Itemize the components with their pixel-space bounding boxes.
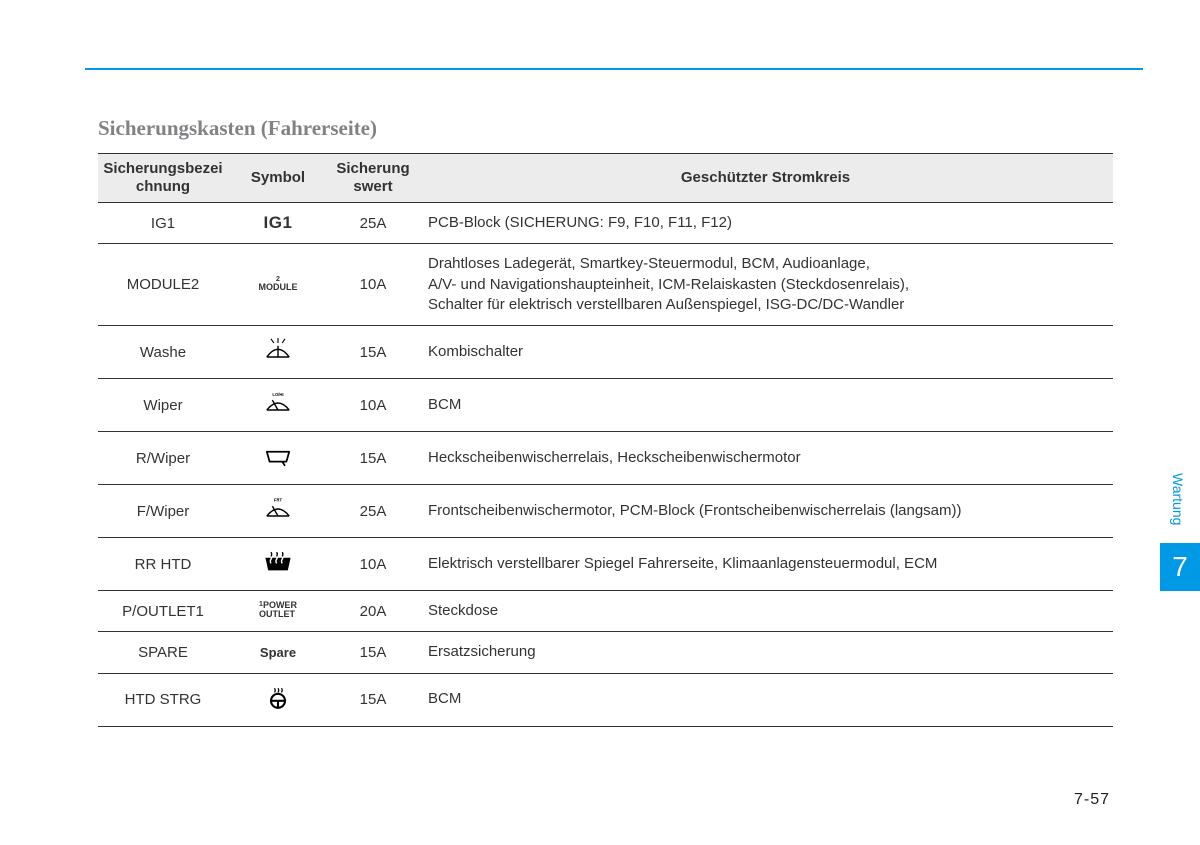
cell-fuse-name: SPARE	[98, 632, 228, 673]
th-rating: Sicherung swert	[328, 154, 418, 203]
cell-rating: 15A	[328, 673, 418, 726]
table-row: Washe 15AKombischalter	[98, 326, 1113, 379]
th-name: Sicherungsbezei chnung	[98, 154, 228, 203]
cell-fuse-name: RR HTD	[98, 538, 228, 591]
table-row: SPARE Spare 15AErsatzsicherung	[98, 632, 1113, 673]
th-circuit: Geschützter Stromkreis	[418, 154, 1113, 203]
cell-circuit: Kombischalter	[418, 326, 1113, 379]
cell-rating: 10A	[328, 244, 418, 326]
cell-symbol: 2MODULE	[228, 244, 328, 326]
power-outlet-text-icon: 1POWER OUTLET	[259, 601, 297, 619]
svg-text:LO/HI: LO/HI	[272, 392, 283, 397]
cell-symbol: 1POWER OUTLET	[228, 591, 328, 632]
table-row: HTD STRG 15ABCM	[98, 673, 1113, 726]
cell-rating: 15A	[328, 326, 418, 379]
table-row: Wiper LO/HI 10ABCM	[98, 379, 1113, 432]
cell-rating: 25A	[328, 485, 418, 538]
cell-fuse-name: Wiper	[98, 379, 228, 432]
washer-icon	[257, 336, 299, 368]
table-body: IG1IG125APCB-Block (SICHERUNG: F9, F10, …	[98, 203, 1113, 727]
th-symbol: Symbol	[228, 154, 328, 203]
cell-rating: 20A	[328, 591, 418, 632]
spare-text-icon: Spare	[260, 645, 296, 660]
table-row: P/OUTLET1 1POWER OUTLET 20ASteckdose	[98, 591, 1113, 632]
page-number: 7-57	[1074, 791, 1110, 809]
cell-symbol: LO/HI	[228, 379, 328, 432]
content: Sicherungskasten (Fahrerseite) Sicherung…	[98, 116, 1113, 727]
table-row: MODULE2 2MODULE 10ADrahtloses Ladegerät, S…	[98, 244, 1113, 326]
cell-symbol: IG1	[228, 203, 328, 244]
cell-fuse-name: IG1	[98, 203, 228, 244]
cell-fuse-name: Washe	[98, 326, 228, 379]
ig1-text-icon: IG1	[264, 213, 293, 233]
cell-rating: 25A	[328, 203, 418, 244]
fuse-table: Sicherungsbezei chnung Symbol Sicherung …	[98, 153, 1113, 727]
side-tab-number: 7	[1160, 543, 1200, 591]
cell-circuit: Frontscheibenwischermotor, PCM-Block (Fr…	[418, 485, 1113, 538]
page: Sicherungskasten (Fahrerseite) Sicherung…	[0, 0, 1200, 845]
cell-rating: 10A	[328, 538, 418, 591]
cell-fuse-name: P/OUTLET1	[98, 591, 228, 632]
table-row: RR HTD 10AElektrisch verstellbarer Spieg…	[98, 538, 1113, 591]
rrhtd-icon	[257, 548, 299, 580]
module-text-icon: 2MODULE	[259, 276, 298, 292]
cell-fuse-name: HTD STRG	[98, 673, 228, 726]
cell-symbol: Spare	[228, 632, 328, 673]
cell-circuit: BCM	[418, 379, 1113, 432]
cell-circuit: Ersatzsicherung	[418, 632, 1113, 673]
side-tab-label: Wartung	[1170, 473, 1186, 525]
cell-symbol	[228, 673, 328, 726]
cell-circuit: PCB-Block (SICHERUNG: F9, F10, F11, F12)	[418, 203, 1113, 244]
svg-text:FRT: FRT	[274, 497, 283, 502]
cell-symbol	[228, 538, 328, 591]
cell-circuit: Steckdose	[418, 591, 1113, 632]
table-row: IG1 IG1 25APCB-Block (SICHERUNG: F9, F10, …	[98, 203, 1113, 244]
cell-circuit: Drahtloses Ladegerät, Smartkey-Steuermod…	[418, 244, 1113, 326]
cell-fuse-name: R/Wiper	[98, 432, 228, 485]
cell-rating: 15A	[328, 632, 418, 673]
wiper-icon: LO/HI	[257, 389, 299, 421]
cell-rating: 10A	[328, 379, 418, 432]
cell-symbol: FRT	[228, 485, 328, 538]
top-rule	[85, 68, 1143, 70]
htdstrg-icon	[257, 684, 299, 716]
section-title: Sicherungskasten (Fahrerseite)	[98, 116, 1113, 141]
cell-symbol	[228, 432, 328, 485]
rwiper-icon	[257, 442, 299, 474]
cell-fuse-name: F/Wiper	[98, 485, 228, 538]
table-header-row: Sicherungsbezei chnung Symbol Sicherung …	[98, 154, 1113, 203]
cell-rating: 15A	[328, 432, 418, 485]
fwiper-icon: FRT	[257, 495, 299, 527]
cell-circuit: Elektrisch verstellbarer Spiegel Fahrers…	[418, 538, 1113, 591]
cell-circuit: BCM	[418, 673, 1113, 726]
table-row: R/Wiper 15AHeckscheibenwischerrelais, He…	[98, 432, 1113, 485]
cell-symbol	[228, 326, 328, 379]
table-row: F/Wiper FRT 25AFrontscheibenwischermotor…	[98, 485, 1113, 538]
cell-circuit: Heckscheibenwischerrelais, Heckscheibenw…	[418, 432, 1113, 485]
cell-fuse-name: MODULE2	[98, 244, 228, 326]
